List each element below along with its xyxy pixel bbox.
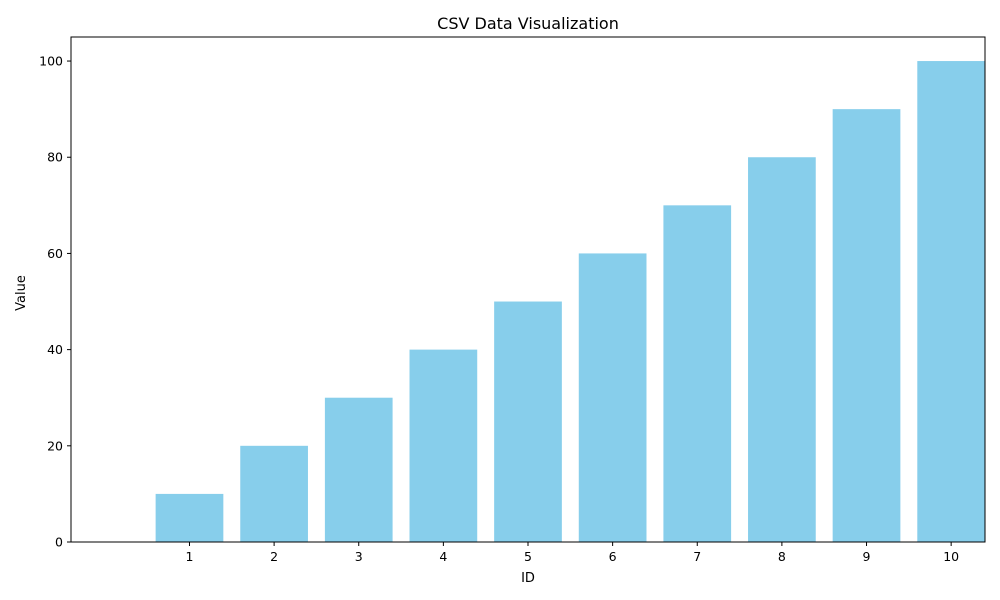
x-tick-label: 2	[270, 549, 278, 564]
y-tick-label: 100	[39, 54, 63, 69]
bar-8	[748, 157, 816, 542]
y-tick-label: 20	[47, 438, 63, 453]
bar-7	[663, 205, 732, 543]
y-tick-label: 80	[47, 150, 63, 165]
bar-6	[578, 253, 647, 542]
y-tick-label: 60	[47, 246, 63, 261]
chart-title: CSV Data Visualization	[437, 14, 619, 33]
x-tick-label: 6	[609, 549, 617, 564]
bar-2	[240, 445, 308, 542]
y-tick-label: 0	[55, 535, 63, 550]
x-tick-label: 9	[863, 549, 871, 564]
y-ticks-group: 0 20 40 60 80 100	[39, 54, 71, 550]
x-tick-label: 4	[439, 549, 447, 564]
bars-group	[155, 61, 985, 543]
bar-10	[917, 61, 985, 543]
bar-3	[324, 397, 393, 542]
x-tick-label: 1	[186, 549, 194, 564]
x-tick-label: 8	[778, 549, 786, 564]
x-tick-label: 7	[693, 549, 701, 564]
x-ticks-group: 1 2 3 4 5 6 7 8 9 10	[186, 542, 959, 564]
bar-1	[155, 493, 224, 542]
bar-9	[832, 109, 901, 543]
x-axis-label: ID	[521, 571, 535, 586]
bar-5	[494, 301, 562, 542]
x-tick-label: 3	[355, 549, 363, 564]
y-axis-label: Value	[14, 275, 29, 311]
x-tick-label: 5	[524, 549, 532, 564]
bar-4	[409, 349, 478, 542]
y-tick-label: 40	[47, 342, 63, 357]
x-tick-label: 10	[943, 549, 959, 564]
